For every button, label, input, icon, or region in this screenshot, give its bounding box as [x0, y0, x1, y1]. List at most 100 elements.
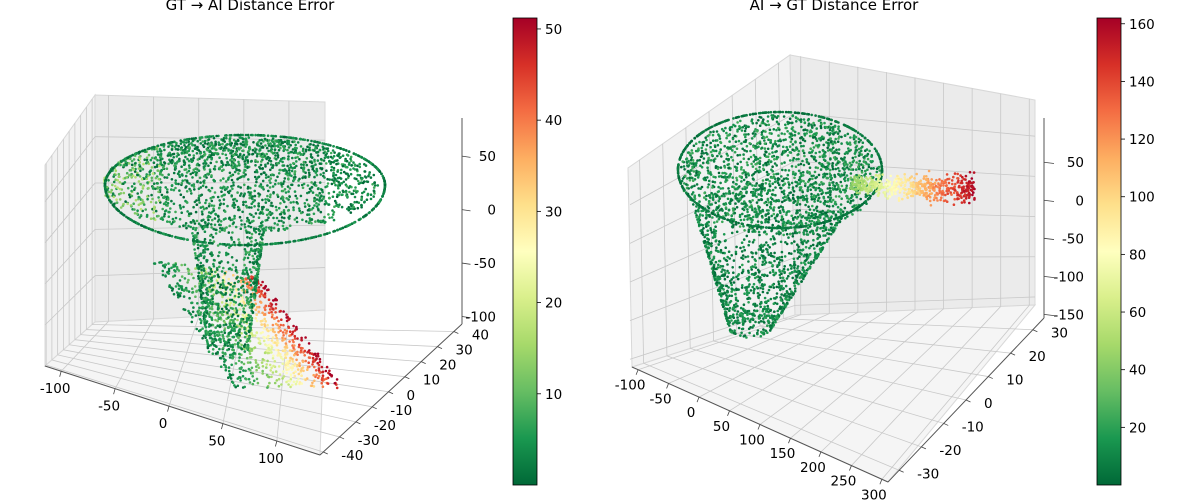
data-point: [182, 195, 185, 199]
data-point: [706, 166, 709, 169]
data-point: [293, 353, 296, 357]
data-point: [229, 325, 233, 328]
data-point: [292, 324, 295, 328]
data-point: [156, 153, 160, 156]
data-point: [177, 182, 180, 186]
data-point: [214, 213, 218, 216]
data-point: [345, 153, 349, 157]
data-point: [243, 223, 246, 226]
data-point: [207, 350, 211, 354]
data-point: [241, 157, 245, 161]
data-point: [244, 314, 248, 317]
data-point: [250, 240, 253, 243]
data-point: [221, 313, 224, 317]
data-point: [252, 227, 256, 230]
data-point: [220, 270, 224, 273]
data-point: [738, 225, 742, 228]
data-point: [183, 263, 187, 267]
data-point: [306, 139, 310, 142]
data-point: [324, 143, 328, 146]
data-point: [752, 145, 755, 148]
data-point: [242, 300, 245, 304]
data-point: [275, 379, 279, 382]
data-point: [806, 118, 810, 122]
data-point: [340, 205, 344, 209]
data-point: [161, 207, 164, 211]
data-point: [297, 377, 300, 381]
data-point: [242, 307, 245, 310]
data-point: [241, 277, 245, 281]
data-point: [107, 179, 110, 182]
data-point: [203, 313, 206, 317]
data-point: [805, 230, 809, 233]
data-point: [797, 157, 800, 161]
data-point: [195, 167, 198, 170]
data-point: [239, 243, 242, 247]
data-point: [307, 342, 311, 345]
data-point: [194, 210, 198, 214]
data-point: [369, 162, 373, 165]
data-point: [168, 220, 171, 224]
data-point: [241, 298, 245, 302]
data-point: [212, 284, 215, 287]
data-point: [272, 216, 275, 220]
data-point: [287, 383, 290, 386]
data-point: [201, 305, 204, 309]
data-point: [254, 289, 258, 293]
data-point: [154, 201, 158, 204]
data-point: [127, 162, 131, 165]
data-point: [186, 157, 189, 161]
data-point: [286, 141, 289, 145]
data-point: [206, 248, 210, 251]
data-point: [236, 384, 240, 388]
data-point: [256, 254, 260, 258]
data-point: [296, 141, 300, 144]
data-point: [168, 151, 171, 155]
data-point: [831, 142, 835, 146]
data-point: [274, 154, 277, 157]
grid-line: [794, 296, 1036, 306]
data-point: [197, 198, 201, 202]
data-point: [214, 352, 218, 355]
data-point: [141, 149, 145, 152]
data-point: [229, 306, 233, 310]
data-point: [111, 183, 114, 187]
data-point: [222, 177, 225, 180]
data-point: [277, 182, 280, 185]
data-point: [294, 351, 298, 355]
data-point: [738, 153, 742, 157]
data-point: [812, 121, 815, 125]
data-point: [383, 188, 386, 192]
data-point: [237, 288, 240, 291]
data-point: [219, 223, 222, 227]
data-point: [276, 162, 279, 165]
data-point: [242, 203, 245, 206]
data-point: [271, 357, 275, 360]
data-point: [760, 198, 764, 202]
data-point: [128, 169, 132, 172]
data-point: [184, 224, 187, 227]
data-point: [806, 180, 810, 184]
data-point: [321, 190, 324, 194]
data-point: [241, 272, 244, 275]
data-point: [286, 148, 289, 152]
data-point: [263, 351, 267, 355]
data-point: [178, 225, 181, 228]
data-point: [128, 193, 131, 196]
data-point: [188, 182, 191, 185]
data-point: [291, 338, 295, 342]
data-point: [190, 301, 193, 305]
data-point: [218, 285, 222, 289]
data-point: [259, 254, 262, 257]
data-point: [277, 219, 281, 223]
data-point: [235, 325, 238, 329]
data-point: [846, 215, 849, 218]
data-point: [703, 196, 706, 199]
data-point: [840, 184, 844, 188]
data-point: [198, 317, 202, 321]
data-point: [245, 299, 249, 302]
data-point: [144, 225, 147, 229]
data-point: [297, 207, 301, 210]
data-point: [227, 277, 231, 281]
data-point: [228, 137, 232, 141]
